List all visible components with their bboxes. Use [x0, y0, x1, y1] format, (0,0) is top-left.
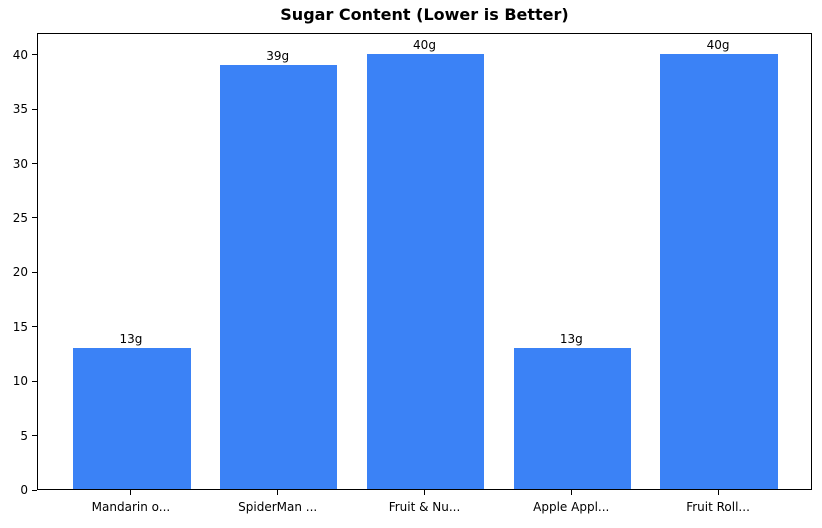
- bar: [366, 53, 485, 489]
- y-tick-label: 40: [12, 47, 28, 62]
- y-tick-label: 5: [20, 428, 28, 443]
- plot-area: [37, 33, 812, 490]
- y-tick-label: 10: [12, 374, 28, 389]
- bar-value-label: 13g: [559, 331, 583, 346]
- y-tick-label: 0: [20, 483, 28, 497]
- y-tick-label: 35: [12, 102, 28, 117]
- bar-value-label: 39g: [266, 48, 290, 63]
- bar-value-label: 40g: [413, 37, 436, 52]
- x-tick-label: Fruit & Nu...: [388, 500, 461, 514]
- chart-title: Sugar Content (Lower is Better): [280, 5, 569, 24]
- x-tick-mark: [277, 490, 279, 495]
- y-tick-mark: [32, 163, 37, 165]
- x-tick-mark: [130, 490, 132, 495]
- x-tick-mark: [424, 490, 425, 495]
- y-tick-label: 15: [12, 319, 28, 334]
- x-tick-label: SpiderMan ...: [238, 500, 318, 514]
- y-tick-mark: [32, 271, 37, 273]
- y-tick-label: 30: [12, 156, 28, 171]
- y-tick-mark: [32, 326, 37, 328]
- y-tick-mark: [32, 108, 37, 110]
- x-tick-mark: [717, 490, 719, 495]
- bar: [73, 347, 191, 489]
- bar: [513, 347, 631, 489]
- bar-value-label: 40g: [706, 37, 730, 52]
- y-tick-mark: [32, 380, 37, 382]
- y-tick-mark: [32, 435, 37, 437]
- x-tick-label: Fruit Roll...: [686, 500, 750, 514]
- y-tick-mark: [32, 217, 37, 219]
- y-tick-label: 25: [12, 210, 28, 225]
- y-tick-mark: [32, 489, 37, 491]
- bar: [660, 53, 778, 489]
- y-tick-label: 20: [12, 265, 28, 280]
- bar: [220, 64, 338, 489]
- x-tick-mark: [570, 490, 572, 495]
- bar-value-label: 13g: [119, 331, 143, 346]
- x-tick-label: Mandarin o...: [91, 500, 171, 514]
- x-tick-label: Apple Appl...: [533, 500, 610, 514]
- y-tick-mark: [32, 54, 37, 56]
